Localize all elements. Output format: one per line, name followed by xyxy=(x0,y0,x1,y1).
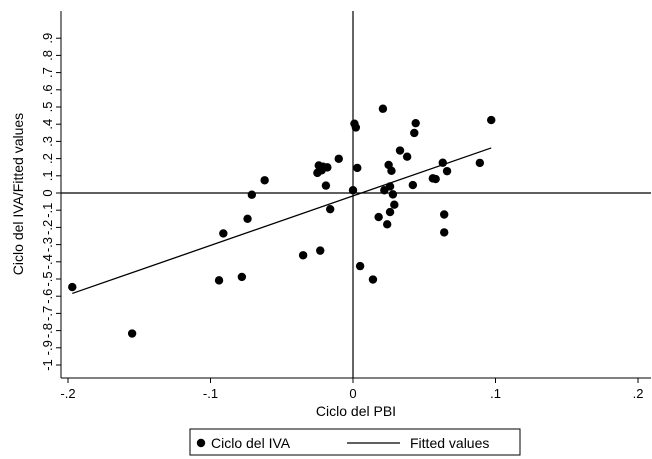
y-tick-label: .4 xyxy=(40,119,55,130)
y-tick-label: -.1 xyxy=(40,203,55,218)
y-tick-label: -.3 xyxy=(40,237,55,252)
data-point xyxy=(387,166,396,176)
data-point xyxy=(348,186,358,195)
data-point xyxy=(385,207,395,217)
data-point xyxy=(374,212,383,222)
y-tick-label: -.6 xyxy=(40,289,55,304)
data-point xyxy=(431,174,440,184)
data-point xyxy=(402,152,412,161)
y-tick-label: -.5 xyxy=(40,271,55,286)
data-point xyxy=(214,276,224,285)
data-point xyxy=(298,251,308,260)
x-tick-label: 0 xyxy=(349,386,356,401)
data-point xyxy=(440,210,449,219)
x-tick-label: .1 xyxy=(490,386,501,401)
x-tick-label: -.1 xyxy=(203,386,218,401)
fitted-line-layer xyxy=(72,147,492,295)
data-point xyxy=(323,163,332,172)
y-tick-label: 0 xyxy=(40,189,55,196)
y-tick-label: .9 xyxy=(40,33,55,44)
data-point xyxy=(351,123,361,132)
data-point xyxy=(385,182,395,191)
y-tick-label: -.4 xyxy=(40,254,55,269)
data-point xyxy=(68,282,77,292)
data-point xyxy=(383,220,392,229)
data-point xyxy=(388,190,398,199)
data-point xyxy=(442,166,452,176)
data-point xyxy=(355,261,365,271)
data-point xyxy=(219,229,228,238)
data-point xyxy=(326,204,335,214)
data-point xyxy=(243,214,252,223)
data-point xyxy=(411,118,420,128)
data-point xyxy=(440,228,449,237)
y-tick-label: .6 xyxy=(40,84,55,95)
y-axis-title: Ciclo del IVA/Fitted values xyxy=(10,113,26,275)
fitted-values-line xyxy=(72,147,492,295)
y-tick-label: -.8 xyxy=(40,323,55,338)
data-point xyxy=(395,146,405,155)
y-tick-label: .1 xyxy=(40,170,55,181)
legend-label-fitted-values: Fitted values xyxy=(410,435,489,451)
y-tick-label: -.9 xyxy=(40,340,55,355)
legend-box xyxy=(189,428,521,456)
y-tick-label: .8 xyxy=(40,50,55,61)
data-point xyxy=(368,275,378,284)
data-point xyxy=(475,158,485,168)
y-tick-label: .7 xyxy=(40,67,55,78)
data-point xyxy=(438,158,447,167)
data-point xyxy=(247,190,257,199)
legend-label-ciclo-iva: Ciclo del IVA xyxy=(211,435,291,451)
x-tick-label: .2 xyxy=(633,386,644,401)
data-point xyxy=(408,180,418,190)
data-point xyxy=(390,200,399,209)
scatter-points-layer xyxy=(68,104,496,338)
data-point xyxy=(410,128,419,138)
data-point xyxy=(316,246,325,255)
x-tick-label: -.2 xyxy=(60,386,75,401)
legend: Ciclo del IVA Fitted values xyxy=(189,428,521,456)
data-point xyxy=(237,272,247,282)
y-tick-label: .2 xyxy=(40,153,55,164)
y-tick-label: .5 xyxy=(40,102,55,113)
y-tick-label: -1 xyxy=(40,359,55,371)
y-ticks: -1 -.9 -.8 -.7 -.6 -.5 -.4 -.3 -.2 -.1 0 .1 .2 .3 .4 .5… xyxy=(40,33,61,371)
y-tick-label: -.7 xyxy=(40,306,55,321)
data-point xyxy=(378,104,388,113)
data-point xyxy=(127,329,137,338)
y-tick-label: .3 xyxy=(40,136,55,147)
data-point xyxy=(321,181,331,190)
data-point xyxy=(334,154,343,163)
data-point xyxy=(487,115,496,125)
legend-marker-ciclo-iva xyxy=(196,438,206,448)
y-tick-label: -.2 xyxy=(40,220,55,235)
x-axis-title: Ciclo del PBI xyxy=(316,403,396,419)
data-point xyxy=(260,176,269,185)
x-ticks: -.2 -.1 0 .1 .2 xyxy=(60,378,643,401)
data-point xyxy=(353,163,362,173)
